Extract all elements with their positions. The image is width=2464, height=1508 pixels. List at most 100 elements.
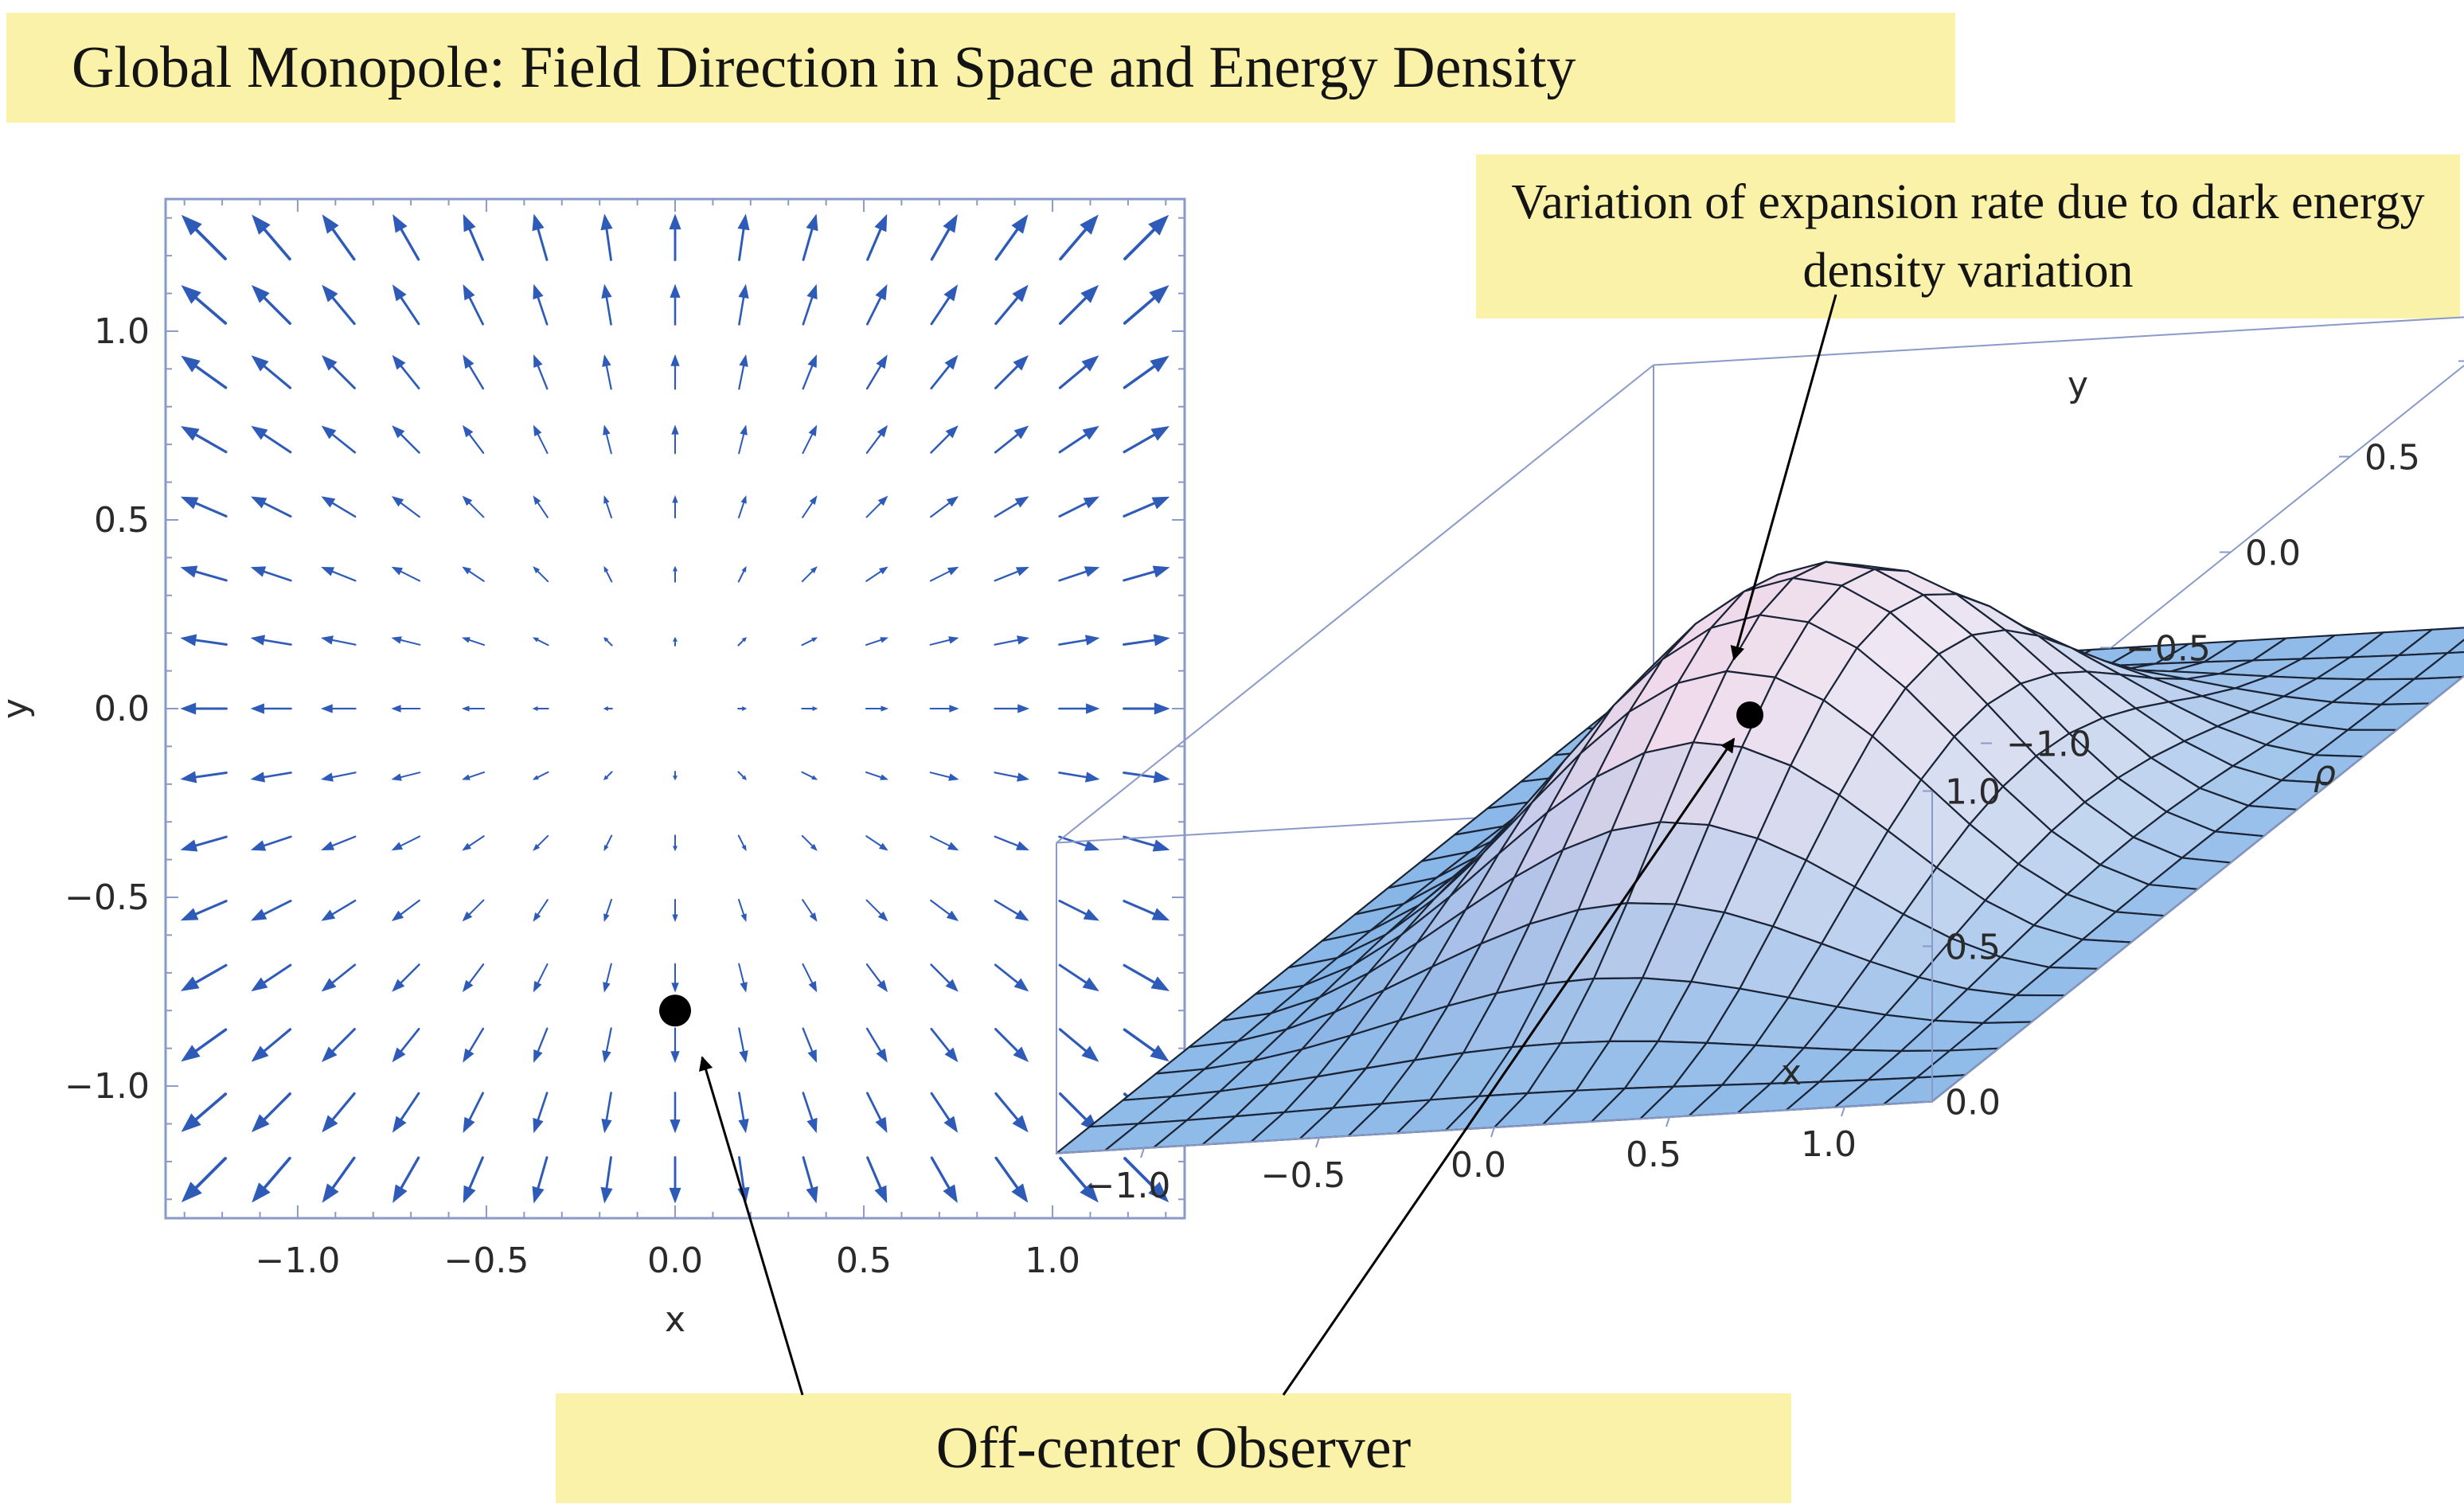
field-arrow (1058, 703, 1100, 714)
field-arrow (802, 283, 818, 326)
surface-ticks (1140, 360, 2464, 1158)
field-arrow (670, 1092, 681, 1134)
field-arrow (801, 637, 818, 647)
field-arrow (738, 1092, 749, 1134)
vector-field-ticks (166, 199, 1185, 1218)
field-arrow (1058, 635, 1100, 646)
field-arrow (801, 566, 818, 583)
expansion-note-text: Variation of expansion rate due to dark … (1511, 175, 2425, 298)
field-arrow (737, 706, 748, 711)
field-arrow (252, 214, 291, 261)
field-arrow (930, 425, 959, 454)
field-arrow (392, 425, 420, 454)
field-arrow (737, 495, 747, 519)
field-arrow (462, 963, 485, 993)
field-arrow (463, 284, 484, 326)
surface-y-tick-label: 0.0 (2245, 533, 2301, 574)
field-arrow (802, 495, 818, 518)
field-arrow (1058, 963, 1099, 992)
field-arrow (1123, 355, 1170, 389)
field-arrow (532, 771, 549, 780)
field-arrow (737, 637, 747, 647)
surface-y-tick-label: −1.0 (2006, 725, 2091, 765)
y-tick-label: 1.0 (94, 311, 150, 352)
field-arrow (181, 355, 228, 389)
field-arrow (802, 1156, 818, 1204)
field-arrow (391, 705, 421, 713)
x-tick-label: 0.5 (836, 1240, 892, 1281)
field-arrow (180, 963, 228, 991)
field-arrow (737, 898, 747, 922)
surface-z-tick-label: 0.5 (1945, 928, 2001, 968)
observer-pointer-surface (1282, 737, 1736, 1396)
field-arrow (181, 1092, 228, 1132)
field-arrow (1123, 1157, 1170, 1203)
field-arrow (320, 704, 357, 713)
expansion-note-callout: Variation of expansion rate due to dark … (1476, 154, 2460, 318)
field-arrow (180, 426, 228, 454)
field-arrow (994, 772, 1030, 782)
field-arrow (994, 1028, 1029, 1062)
field-arrow (670, 354, 680, 390)
field-arrow (994, 567, 1029, 582)
field-arrow (994, 835, 1029, 850)
field-arrow (180, 565, 228, 582)
box-edge (1931, 674, 2464, 1103)
field-arrow (603, 771, 613, 780)
y-tick-label: 0.0 (94, 689, 150, 729)
vector-field-x-label: x (665, 1299, 685, 1340)
field-arrow (250, 835, 292, 851)
field-arrow (1123, 214, 1170, 260)
field-arrow (320, 772, 357, 782)
field-arrow (1059, 284, 1099, 325)
field-arrow (322, 355, 356, 389)
vector-field-y-label: y (0, 698, 36, 719)
field-arrow (929, 705, 959, 713)
field-arrow (180, 496, 228, 518)
field-arrow (532, 213, 549, 261)
field-arrow (603, 424, 612, 455)
surface-y-label: y (2068, 365, 2088, 405)
field-arrow (601, 1092, 612, 1134)
field-arrow (602, 1027, 612, 1064)
field-arrow (462, 835, 485, 851)
field-arrow (994, 284, 1029, 326)
box-edge (1653, 316, 2464, 366)
field-arrow (930, 899, 959, 922)
x-tick (1841, 1106, 1845, 1117)
observer-label: Off-center Observer (935, 1415, 1412, 1481)
field-arrow (738, 1027, 748, 1064)
field-arrow (929, 566, 959, 582)
field-arrow (930, 495, 959, 518)
field-arrow (669, 213, 681, 261)
field-arrow (322, 1156, 356, 1203)
field-arrow (251, 284, 291, 325)
field-arrow (180, 900, 228, 921)
field-arrow (994, 355, 1029, 389)
field-arrow (1123, 634, 1170, 647)
field-arrow (251, 1092, 291, 1133)
field-arrow (1058, 1028, 1099, 1062)
field-arrow (1123, 565, 1170, 582)
field-arrow (391, 495, 420, 518)
field-arrow (737, 771, 747, 780)
field-arrow (802, 424, 818, 455)
field-arrow (463, 213, 484, 261)
x-tick-label: 1.0 (1025, 1240, 1080, 1281)
field-arrow (321, 835, 357, 850)
field-arrow (603, 898, 613, 922)
field-arrow (603, 637, 613, 647)
field-arrow (533, 283, 549, 326)
field-arrow (391, 835, 421, 851)
field-arrow (1123, 285, 1170, 325)
field-arrow (866, 1092, 888, 1133)
field-arrow (865, 771, 888, 780)
field-arrow (251, 496, 292, 518)
field-arrow (321, 425, 357, 454)
field-arrow (929, 636, 959, 646)
field-arrow (1123, 702, 1170, 715)
field-arrow (865, 354, 888, 390)
surface-y-tick-label: 0.5 (2364, 438, 2420, 479)
field-arrow (866, 284, 888, 326)
field-arrow (181, 214, 227, 260)
